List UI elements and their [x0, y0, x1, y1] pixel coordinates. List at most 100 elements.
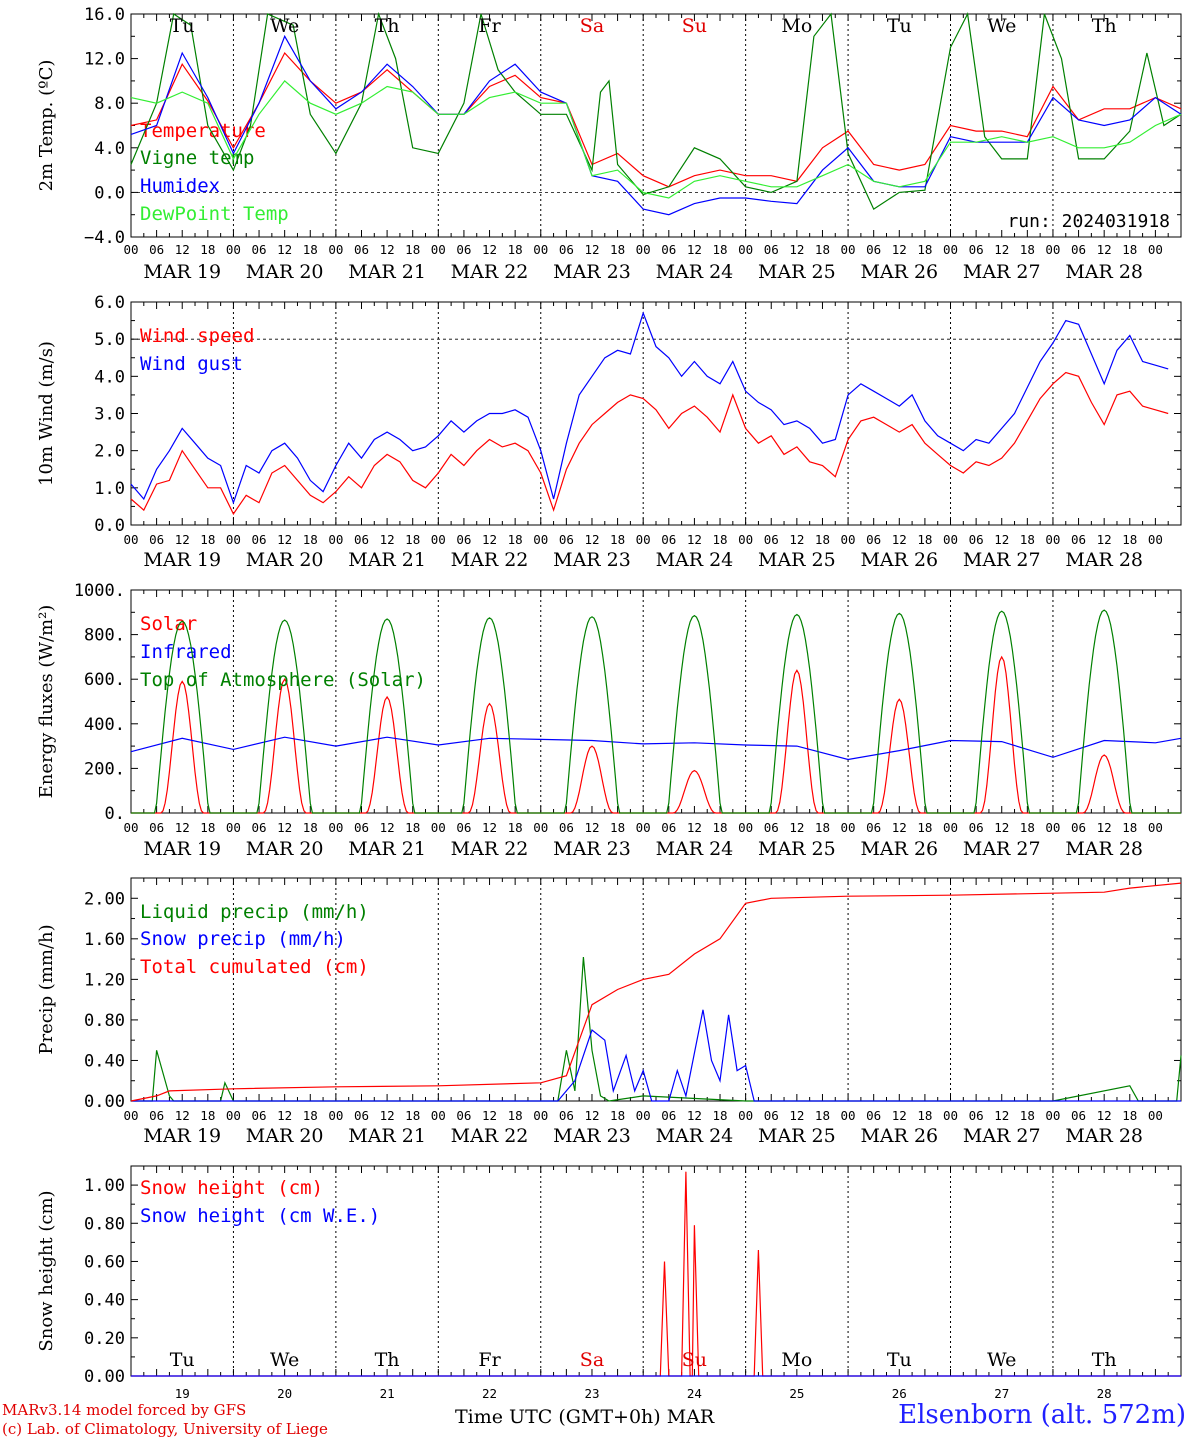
y-tick-label: 0.60: [84, 1252, 125, 1272]
series-line-1: [130, 371, 1169, 516]
x-hour-label: 00: [1148, 820, 1163, 835]
x-day-label: MAR 20: [246, 838, 324, 860]
x-hour-label: 00: [1045, 242, 1060, 257]
x-hour-label: 00: [636, 532, 651, 547]
weekday-label-bottom: We: [270, 1349, 299, 1371]
x-hour-label: 06: [764, 820, 779, 835]
x-hour-label: 00: [123, 532, 138, 547]
series-line-1: [130, 51, 1182, 188]
x-hour-label: 06: [1071, 1108, 1086, 1123]
x-hour-label: 12: [994, 532, 1009, 547]
x-axis-month: MAR: [666, 1406, 715, 1428]
x-hour-label: 12: [380, 242, 395, 257]
x-hour-label: 12: [892, 1108, 907, 1123]
x-day-label: MAR 28: [1065, 1125, 1143, 1147]
x-day-label: MAR 22: [451, 261, 529, 283]
x-day-label: MAR 19: [143, 838, 221, 860]
x-hour-label: 12: [1097, 1108, 1112, 1123]
legend-entry: Liquid precip (mm/h): [140, 901, 369, 923]
x-hour-label: 00: [226, 820, 241, 835]
x-hour-label: 06: [661, 532, 676, 547]
x-hour-label: 12: [482, 532, 497, 547]
x-hour-label: 00: [738, 242, 753, 257]
x-hour-label: 18: [610, 532, 625, 547]
x-hour-label: 06: [456, 820, 471, 835]
x-hour-label: 00: [431, 820, 446, 835]
x-hour-label: 12: [584, 820, 599, 835]
x-hour-label: 00: [943, 532, 958, 547]
legend-entry: DewPoint Temp: [140, 203, 289, 225]
x-hour-label: 06: [149, 1108, 164, 1123]
weekday-label-top: Th: [1092, 15, 1117, 37]
x-day-label: MAR 23: [553, 838, 631, 860]
x-hour-label: 06: [559, 532, 574, 547]
x-hour-label: 00: [841, 1108, 856, 1123]
x-hour-label: 18: [303, 242, 318, 257]
x-hour-label: 00: [431, 1108, 446, 1123]
y-tick-label: 4.0: [94, 139, 125, 159]
x-hour-label: 18: [303, 532, 318, 547]
x-hour-label: 06: [149, 532, 164, 547]
legend-entry: Humidex: [140, 175, 220, 197]
y-tick-label: 12.0: [84, 50, 125, 70]
x-hour-label: 12: [789, 242, 804, 257]
x-hour-label: 06: [969, 820, 984, 835]
x-hour-label: 06: [149, 242, 164, 257]
x-hour-label: 00: [533, 820, 548, 835]
y-tick-label: 1000.: [74, 581, 125, 601]
day-number-label: 23: [584, 1386, 599, 1401]
x-hour-label: 12: [687, 1108, 702, 1123]
x-hour-label: 12: [175, 532, 190, 547]
x-hour-label: 18: [917, 820, 932, 835]
day-number-label: 25: [789, 1386, 804, 1401]
legend-entry: Vigne temp: [140, 147, 254, 169]
day-number-label: 20: [277, 1386, 292, 1401]
x-hour-label: 06: [969, 242, 984, 257]
y-tick-label: 2.0: [94, 442, 125, 462]
y-tick-label: 800.: [84, 626, 125, 646]
x-hour-label: 18: [1122, 532, 1137, 547]
legend-entry: Total cumulated (cm): [140, 956, 369, 978]
x-hour-label: 06: [456, 532, 471, 547]
y-tick-label: 1.20: [84, 970, 125, 990]
x-day-label: MAR 27: [963, 549, 1041, 571]
x-hour-label: 06: [252, 242, 267, 257]
panel-2: 0.0 1.0 2.0 3.0 4.0 5.0 6.0 10m Wind (m/s) 00 06 1…: [36, 293, 1182, 571]
x-day-label: MAR 23: [553, 1125, 631, 1147]
x-hour-label: 18: [712, 1108, 727, 1123]
x-hour-label: 18: [610, 1108, 625, 1123]
x-hour-label: 18: [1122, 242, 1137, 257]
legend-entry: Infrared: [140, 641, 232, 663]
legend-entry: Snow height (cm W.E.): [140, 1205, 380, 1227]
x-hour-label: 18: [405, 242, 420, 257]
weekday-label-bottom: Fr: [478, 1349, 501, 1371]
x-hour-label: 00: [533, 1108, 548, 1123]
x-hour-label: 00: [328, 242, 343, 257]
x-hour-label: 00: [431, 242, 446, 257]
weekday-label-bottom: Tu: [170, 1349, 195, 1371]
weekday-label-top: Sa: [580, 15, 604, 37]
x-hour-label: 00: [431, 532, 446, 547]
x-hour-label: 12: [175, 820, 190, 835]
x-hour-label: 06: [1071, 532, 1086, 547]
x-hour-label: 00: [738, 1108, 753, 1123]
y-tick-label: 2.00: [84, 889, 125, 909]
y-axis-label: Precip (mm/h): [36, 924, 57, 1054]
x-hour-label: 18: [200, 820, 215, 835]
x-hour-label: 06: [764, 532, 779, 547]
legend-entry: Temperature: [140, 120, 266, 142]
x-hour-label: 00: [943, 820, 958, 835]
x-hour-label: 18: [508, 1108, 523, 1123]
x-hour-label: 18: [508, 242, 523, 257]
x-hour-label: 00: [943, 242, 958, 257]
x-hour-label: 18: [610, 820, 625, 835]
x-hour-label: 06: [866, 1108, 881, 1123]
x-hour-label: 00: [841, 532, 856, 547]
x-day-label: MAR 21: [348, 261, 426, 283]
x-day-label: MAR 28: [1065, 261, 1143, 283]
y-tick-label: 0.80: [84, 1214, 125, 1234]
x-hour-label: 06: [866, 820, 881, 835]
day-number-label: 19: [175, 1386, 190, 1401]
x-hour-label: 00: [841, 820, 856, 835]
y-tick-label: 0.00: [84, 1092, 125, 1112]
